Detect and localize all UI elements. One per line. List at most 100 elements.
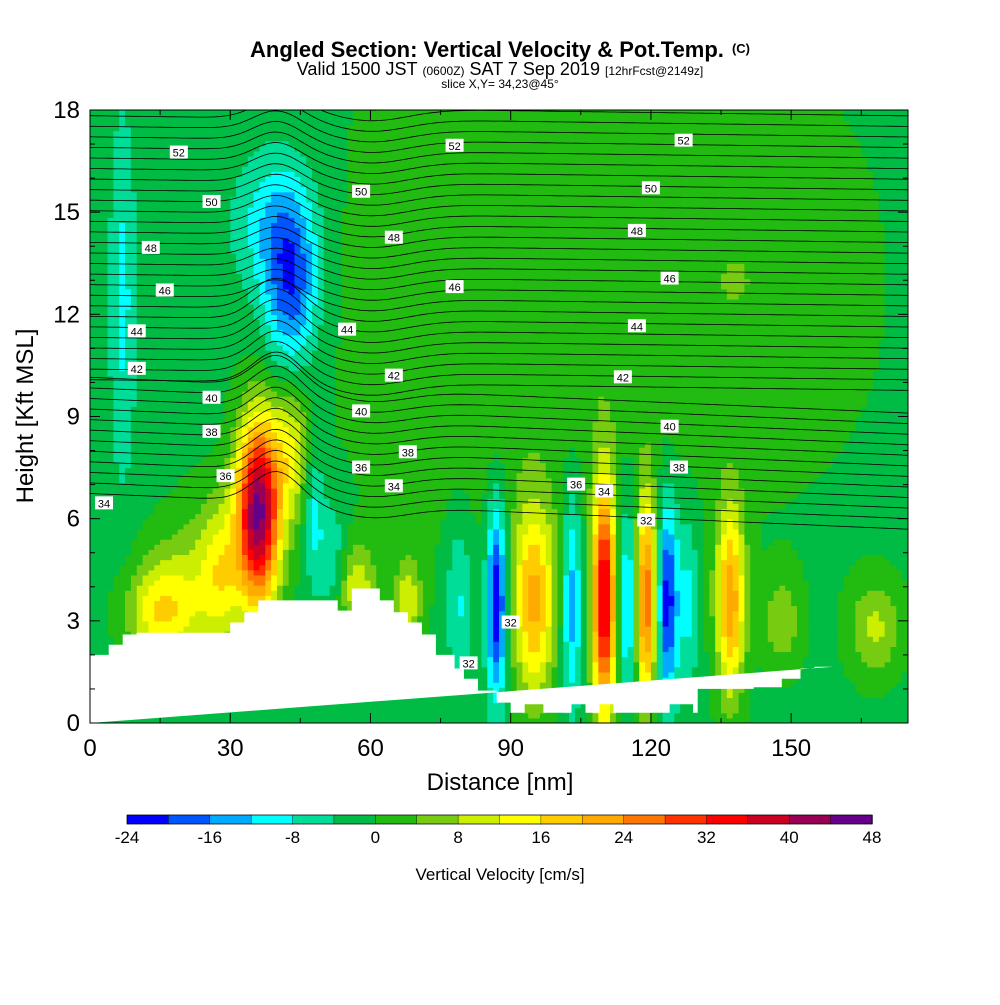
theta-label: 44 (338, 323, 356, 337)
theta-label-text: 44 (341, 325, 353, 337)
valid-time-line: Valid 1500 JST(0600Z)SAT 7 Sep 2019[12hr… (297, 59, 703, 79)
theta-label-text: 52 (678, 136, 690, 148)
colorbar-swatch (582, 815, 624, 824)
theta-label: 38 (670, 461, 688, 475)
colorbar-swatch (375, 815, 417, 824)
y-tick-label: 9 (67, 404, 80, 431)
colorbar-swatch (210, 815, 252, 824)
theta-label-text: 34 (388, 481, 400, 493)
theta-label: 44 (128, 324, 146, 338)
colorbar-swatch (417, 815, 459, 824)
colorbar-tick-label: -8 (285, 828, 300, 847)
colorbar-swatch (831, 815, 873, 824)
theta-label: 32 (460, 656, 478, 670)
colorbar-swatch (706, 815, 748, 824)
theta-label: 42 (614, 370, 632, 384)
colorbar-tick-label: -16 (197, 828, 222, 847)
theta-label: 52 (446, 139, 464, 153)
theta-label: 48 (142, 241, 160, 255)
theta-label: 36 (352, 461, 370, 475)
x-tick-label: 60 (357, 735, 384, 762)
y-tick-label: 12 (53, 301, 80, 328)
colorbar-tick-label: 8 (453, 828, 462, 847)
theta-label-text: 50 (205, 197, 217, 209)
y-axis-label: Height [Kft MSL] (12, 329, 39, 504)
theta-label-text: 52 (173, 148, 185, 160)
theta-label-text: 52 (448, 141, 460, 153)
plot-area: 52 52 52 50 50 50 48 48 48 46 46 46 44 44 44 42 42 42 40 40… (90, 69, 909, 724)
colorbar: -24 -16 -8 0 8 16 24 32 40 48 (115, 815, 882, 847)
theta-label-text: 46 (159, 285, 171, 297)
theta-label: 46 (661, 272, 679, 286)
theta-label-text: 34 (598, 486, 610, 498)
colorbar-swatch (458, 815, 500, 824)
theta-label-text: 38 (673, 463, 685, 475)
y-tick-label: 6 (67, 506, 80, 533)
y-tick-label: 0 (67, 710, 80, 737)
y-tick-label: 15 (53, 199, 80, 226)
theta-label-text: 38 (205, 427, 217, 439)
colorbar-tick-label: 48 (863, 828, 882, 847)
colorbar-swatch (334, 815, 376, 824)
colorbar-swatch (748, 815, 790, 824)
colorbar-swatch (251, 815, 293, 824)
theta-label-text: 48 (388, 233, 400, 245)
y-tick-label: 3 (67, 608, 80, 635)
theta-label-text: 40 (663, 422, 675, 434)
theta-label-text: 40 (355, 406, 367, 418)
theta-label: 50 (203, 195, 221, 209)
theta-label: 34 (385, 479, 403, 493)
x-tick-label: 90 (497, 735, 524, 762)
theta-label-text: 34 (98, 498, 110, 510)
theta-label: 34 (595, 484, 613, 498)
theta-label: 36 (567, 478, 585, 492)
colorbar-tick-label: -24 (115, 828, 140, 847)
theta-label: 42 (128, 362, 146, 376)
colorbar-swatch (293, 815, 335, 824)
theta-label-text: 42 (388, 371, 400, 383)
theta-label: 32 (502, 616, 520, 630)
theta-label: 38 (203, 425, 221, 439)
theta-label: 40 (661, 420, 679, 434)
theta-label-text: 40 (205, 393, 217, 405)
theta-label-text: 32 (462, 658, 474, 670)
theta-label: 46 (446, 280, 464, 294)
theta-label-text: 46 (663, 274, 675, 286)
theta-label-text: 48 (631, 226, 643, 238)
colorbar-tick-label: 16 (531, 828, 550, 847)
theta-label-text: 38 (402, 447, 414, 459)
theta-label: 52 (170, 146, 188, 160)
colorbar-tick-label: 24 (614, 828, 633, 847)
theta-label-text: 36 (570, 480, 582, 492)
colorbar-tick-label: 40 (780, 828, 799, 847)
theta-label: 50 (642, 181, 660, 195)
theta-label-text: 48 (145, 243, 157, 255)
colorbar-swatch (541, 815, 583, 824)
theta-label-text: 46 (448, 282, 460, 294)
colorbar-label: Vertical Velocity [cm/s] (415, 865, 584, 884)
theta-label-text: 36 (355, 463, 367, 475)
theta-label: 34 (95, 496, 113, 510)
x-tick-label: 120 (631, 735, 671, 762)
theta-label: 38 (399, 445, 417, 459)
slice-subtitle: slice X,Y= 34,23@45° (441, 77, 559, 91)
theta-label-text: 44 (631, 321, 643, 333)
colorbar-tick-label: 0 (371, 828, 380, 847)
theta-label-text: 42 (617, 372, 629, 384)
theta-label: 52 (675, 134, 693, 148)
theta-label-text: 50 (645, 183, 657, 195)
theta-label-text: 32 (640, 515, 652, 527)
colorbar-swatch (500, 815, 542, 824)
theta-label: 42 (385, 369, 403, 383)
theta-label-text: 42 (131, 364, 143, 376)
x-axis-label: Distance [nm] (427, 769, 574, 796)
x-tick-label: 30 (217, 735, 244, 762)
theta-label: 50 (352, 185, 370, 199)
y-tick-label: 18 (53, 97, 80, 124)
x-tick-label: 0 (83, 735, 96, 762)
theta-label: 32 (637, 513, 655, 527)
colorbar-tick-label: 32 (697, 828, 716, 847)
theta-label: 48 (385, 231, 403, 245)
theta-label: 48 (628, 224, 646, 238)
